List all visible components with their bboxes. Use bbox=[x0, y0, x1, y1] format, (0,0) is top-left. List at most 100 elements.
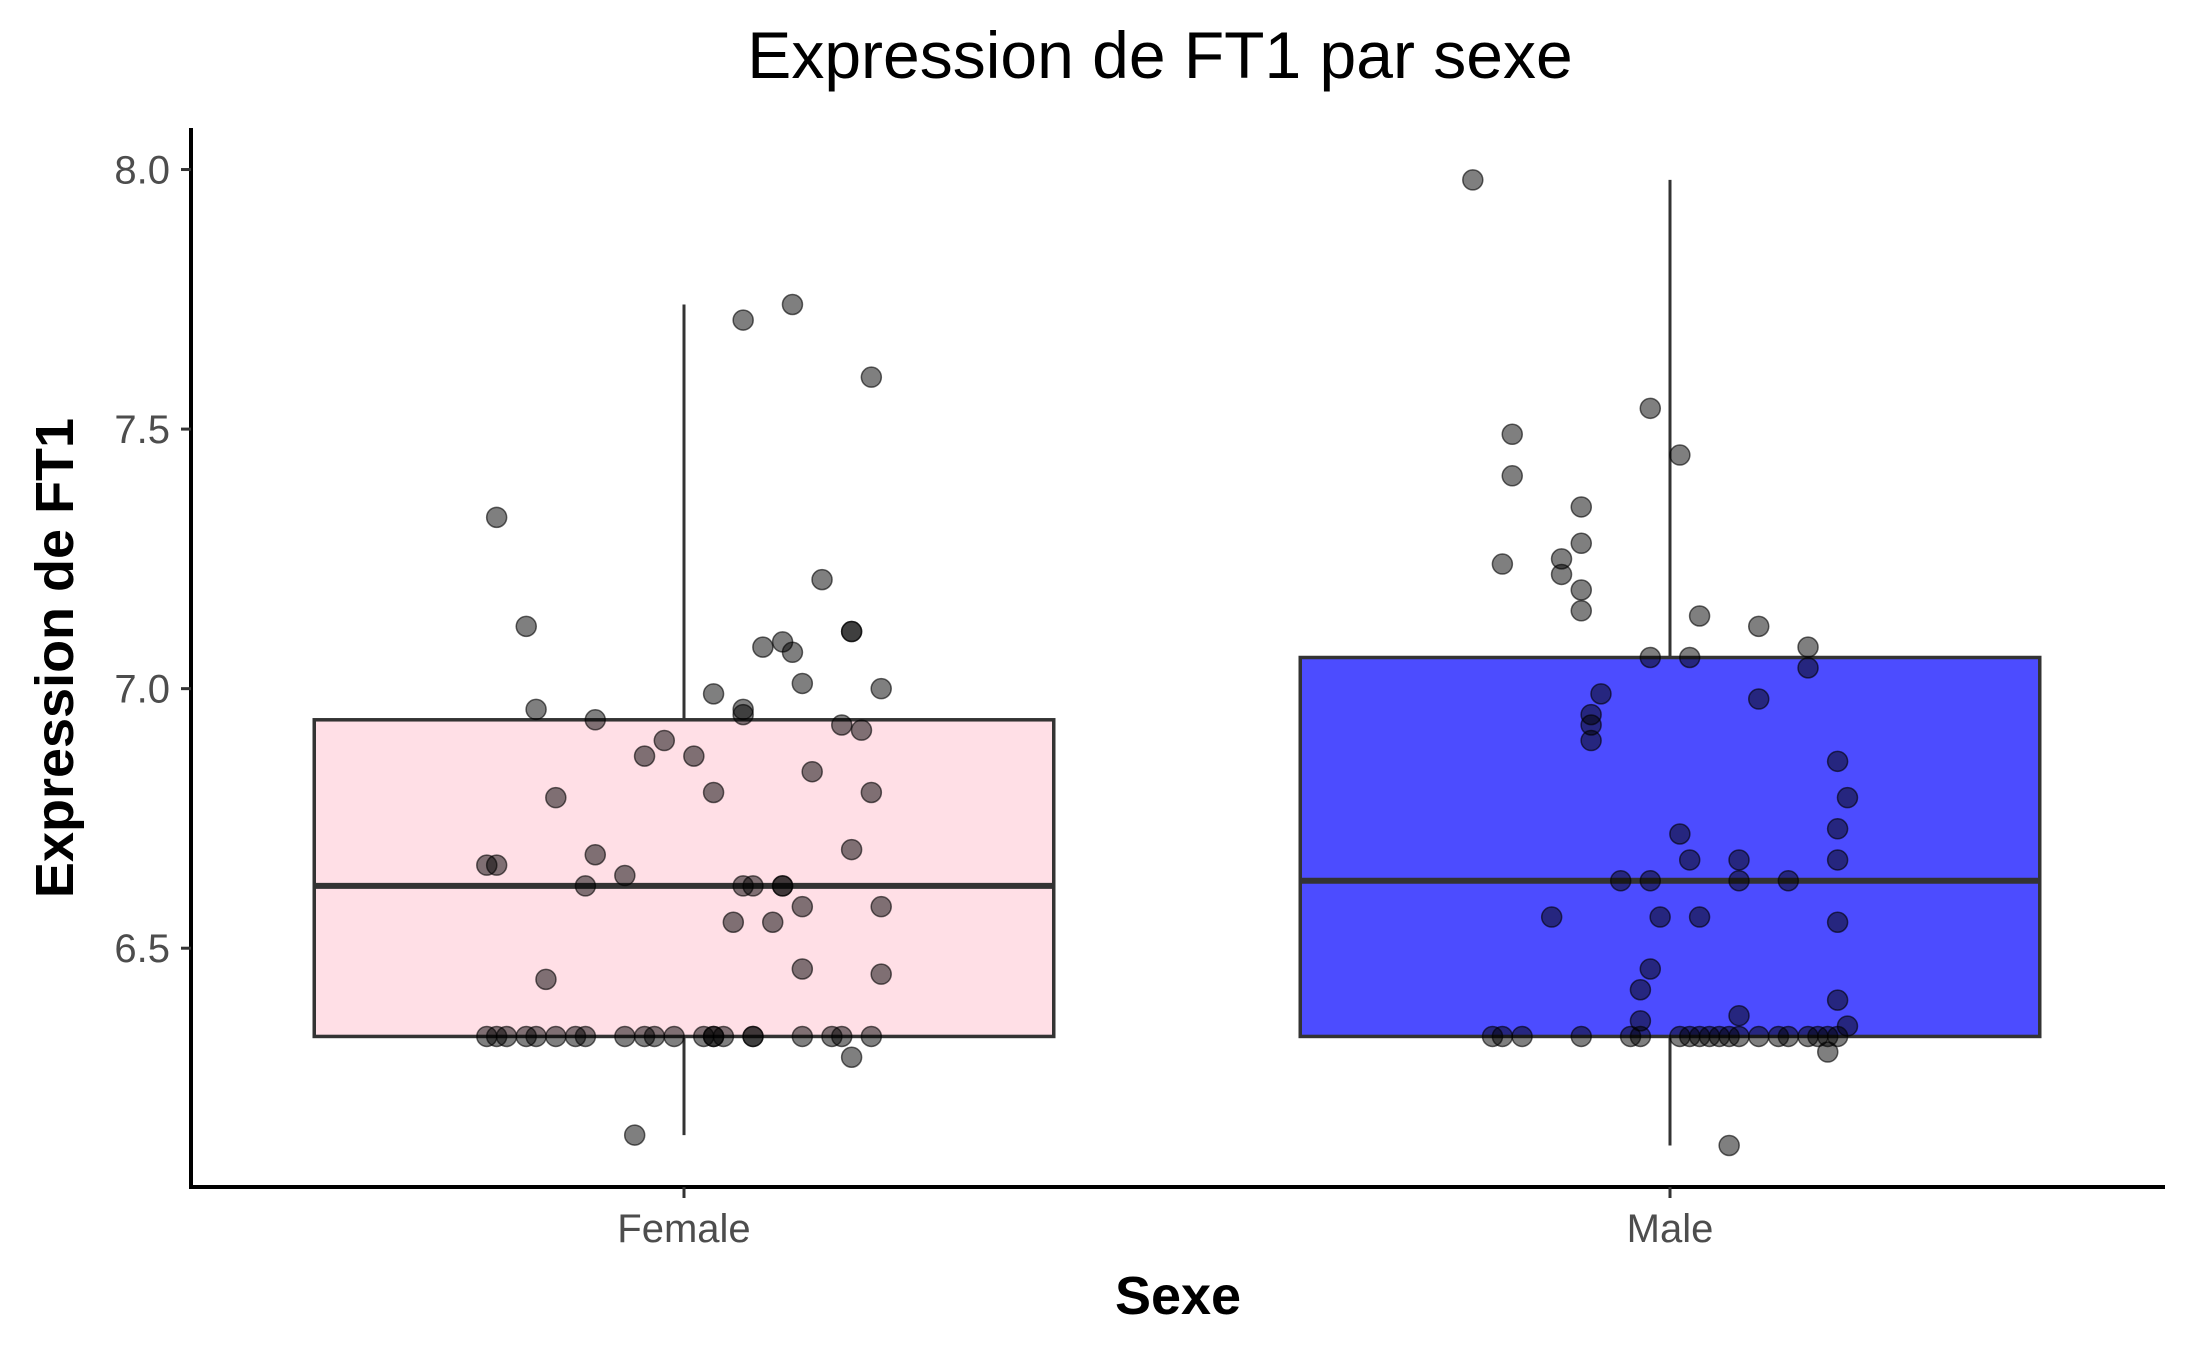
data-point bbox=[840, 1046, 863, 1068]
data-point bbox=[1836, 786, 1859, 809]
data-point bbox=[1669, 823, 1691, 845]
data-point bbox=[614, 1025, 636, 1048]
data-point bbox=[1639, 646, 1662, 669]
data-point bbox=[860, 781, 883, 804]
data-point bbox=[633, 745, 656, 767]
data-point bbox=[781, 641, 804, 664]
data-point bbox=[683, 745, 705, 767]
data-point bbox=[485, 506, 508, 529]
plot-area bbox=[312, 169, 2042, 1157]
x-axis-ticks: Female Male bbox=[617, 1187, 1713, 1251]
y-axis-title: Expression de FT1 bbox=[25, 418, 85, 898]
x-tick-label: Female bbox=[617, 1207, 750, 1251]
data-point bbox=[584, 844, 607, 866]
points-male bbox=[1462, 169, 1859, 1157]
data-point bbox=[831, 1025, 853, 1048]
data-point bbox=[1826, 750, 1849, 773]
data-point bbox=[1550, 563, 1573, 586]
data-point bbox=[801, 760, 823, 783]
data-point bbox=[870, 895, 892, 918]
data-point bbox=[1747, 1025, 1770, 1048]
box-female bbox=[312, 304, 1056, 1136]
data-point bbox=[850, 719, 873, 741]
data-point bbox=[1826, 1025, 1849, 1048]
data-point bbox=[1826, 818, 1849, 840]
data-point bbox=[752, 636, 774, 658]
data-point bbox=[791, 672, 814, 695]
data-point bbox=[791, 958, 814, 980]
chart-title: Expression de FT1 par sexe bbox=[747, 18, 1572, 92]
data-point bbox=[840, 838, 863, 861]
data-point bbox=[545, 786, 567, 809]
data-point bbox=[791, 1025, 814, 1048]
data-point bbox=[1570, 1025, 1593, 1048]
data-point bbox=[1619, 1025, 1642, 1048]
data-point bbox=[1777, 1025, 1800, 1048]
data-point bbox=[1570, 496, 1593, 518]
data-point bbox=[761, 911, 784, 933]
data-point bbox=[742, 1025, 764, 1048]
data-point bbox=[1540, 906, 1563, 928]
data-point bbox=[1797, 636, 1819, 658]
data-point bbox=[1728, 869, 1750, 892]
y-tick-label: 7.0 bbox=[114, 668, 170, 712]
data-point bbox=[732, 698, 754, 721]
data-point bbox=[860, 366, 883, 388]
data-point bbox=[1728, 1025, 1750, 1048]
data-point bbox=[1491, 1025, 1514, 1048]
data-point bbox=[811, 568, 833, 591]
data-point bbox=[525, 698, 547, 721]
data-point bbox=[1678, 849, 1701, 871]
y-axis-ticks: 6.5 7.0 7.5 8.0 bbox=[114, 149, 191, 971]
data-point bbox=[870, 677, 892, 700]
data-point bbox=[712, 1025, 735, 1048]
data-point bbox=[1501, 423, 1523, 446]
box-rect-female bbox=[312, 718, 1056, 1039]
data-point bbox=[653, 729, 676, 752]
data-point bbox=[702, 781, 725, 804]
data-point bbox=[1678, 646, 1701, 669]
data-point bbox=[1669, 444, 1691, 466]
data-point bbox=[1747, 615, 1770, 638]
data-point bbox=[1491, 553, 1514, 575]
data-point bbox=[515, 615, 537, 638]
box-male bbox=[1298, 179, 2042, 1146]
data-point bbox=[742, 875, 764, 897]
data-point bbox=[1570, 579, 1593, 601]
data-point bbox=[1728, 849, 1750, 871]
box-rect-male bbox=[1298, 655, 2042, 1039]
points-female bbox=[476, 293, 892, 1146]
data-point bbox=[1728, 1004, 1750, 1027]
data-point bbox=[1826, 849, 1849, 871]
x-tick-label: Male bbox=[1627, 1207, 1714, 1251]
data-point bbox=[1826, 989, 1849, 1011]
data-point bbox=[732, 309, 754, 331]
data-point bbox=[840, 620, 863, 643]
data-point bbox=[1688, 605, 1711, 627]
data-point bbox=[1826, 911, 1849, 933]
data-point bbox=[535, 968, 557, 991]
data-point bbox=[614, 864, 636, 887]
data-point bbox=[1639, 958, 1662, 980]
data-point bbox=[1501, 465, 1523, 487]
data-point bbox=[584, 709, 607, 731]
y-tick-label: 8.0 bbox=[114, 149, 170, 193]
data-point bbox=[1462, 169, 1484, 191]
data-point bbox=[1777, 869, 1800, 892]
data-point bbox=[1688, 906, 1711, 928]
data-point bbox=[525, 1025, 547, 1048]
data-point bbox=[623, 1124, 646, 1146]
data-point bbox=[1639, 397, 1662, 420]
data-point bbox=[1590, 683, 1612, 705]
data-point bbox=[663, 1025, 685, 1048]
data-point bbox=[781, 293, 804, 316]
data-point bbox=[495, 1025, 518, 1048]
data-point bbox=[1570, 532, 1593, 555]
data-point bbox=[643, 1025, 666, 1048]
data-point bbox=[702, 683, 725, 705]
data-point bbox=[1511, 1025, 1533, 1048]
data-point bbox=[860, 1025, 883, 1048]
data-point bbox=[1570, 600, 1593, 622]
data-point bbox=[545, 1025, 567, 1048]
